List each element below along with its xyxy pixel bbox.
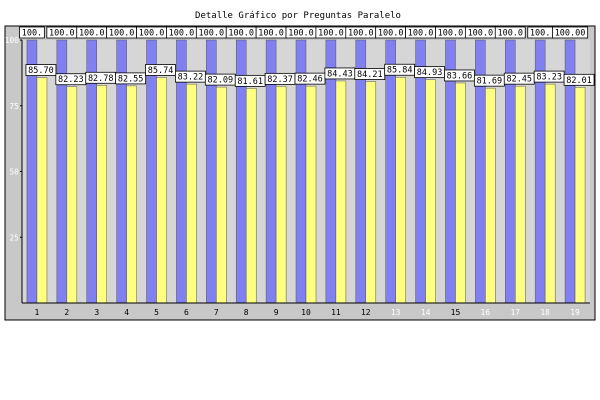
data-label: 81.69 [477,77,503,87]
data-label: 82.78 [88,74,114,84]
y-tick-label: 50 [9,168,19,177]
data-label: 100.0 [258,29,284,39]
x-tick-label: 13 [391,308,401,317]
data-label: 100.0 [49,29,75,39]
x-tick-label: 18 [540,308,550,317]
data-label: 100.0 [139,29,165,39]
data-label: 85.74 [148,66,174,76]
y-tick-label: 100 [5,36,20,45]
bar-series-2 [544,83,556,304]
x-tick-label: 14 [421,308,431,317]
data-label: 83.66 [447,71,473,81]
x-tick-label: 3 [94,308,99,317]
bar-series-1 [146,39,157,304]
bar-series-2 [305,85,317,304]
data-label: 100.0 [438,29,464,39]
x-tick-label: 11 [331,308,341,317]
data-label: 82.46 [297,75,323,85]
data-label: 100.00 [555,29,586,39]
bar-series-2 [245,88,257,304]
data-label: 82.23 [58,75,84,85]
bar-series-2 [574,87,586,304]
data-label: 85.84 [387,66,413,76]
data-label: 84.93 [417,68,443,78]
bar-series-2 [275,86,287,304]
x-tick-label: 5 [154,308,159,317]
bar-series-2 [66,86,78,304]
data-label: 81.61 [237,77,263,87]
data-label: 100.0 [199,29,225,39]
data-label: 82.09 [208,76,234,86]
bars-layer [26,39,586,304]
bar-series-2 [96,85,107,304]
data-label-box [19,26,45,39]
x-tick-label: 16 [481,308,491,317]
bar-series-2 [126,85,137,304]
bar-series-2 [395,76,406,304]
x-tick-label: 8 [244,308,249,317]
x-tick-label: 15 [451,308,461,317]
x-tick-label: 4 [124,308,129,317]
data-label: 84.21 [357,70,383,80]
data-label: 100.0 [169,29,195,39]
data-label: 100. [22,29,42,39]
data-labels-layer: 100. 85.70 100.0 82.23 100.0 82.78 100.0 82.55 1… [19,26,595,87]
x-tick-label: 12 [361,308,371,317]
bar-series-2 [455,82,466,304]
x-tick-label: 1 [35,308,40,317]
data-label: 100.0 [79,29,105,39]
bar-series-2 [216,86,227,304]
data-label-box [494,26,526,39]
x-tick-label: 17 [510,308,520,317]
data-label: 82.37 [267,75,293,85]
x-tick-label: 10 [301,308,311,317]
data-label: 83.23 [536,73,562,83]
bar-series-2 [425,79,436,304]
y-tick-label: 75 [9,102,19,111]
x-tick-label: 9 [274,308,279,317]
data-label: 82.45 [506,75,532,85]
x-tick-label: 6 [184,308,189,317]
bar-series-2 [156,77,167,304]
data-label: 100.0 [378,29,404,39]
data-label: 83.22 [178,73,204,83]
data-label: 100.0 [497,29,523,39]
data-label: 84.43 [327,69,353,79]
x-tick-label: 7 [214,308,219,317]
chart-title: Detalle Gráfico por Preguntas Paralelo [195,11,401,21]
data-label: 100.0 [318,29,344,39]
x-ticks-layer: 1 2 3 4 5 6 7 8 9 10 11 12 13 14 15 16 17 18 19 [35,308,581,317]
data-label: 100.0 [468,29,494,39]
data-label: 85.70 [28,66,54,76]
data-label: 100.0 [109,29,135,39]
bar-series-2 [515,85,526,304]
bar-series-1 [385,39,396,304]
y-ticks-layer: 25 50 75 100 [5,36,22,242]
data-label: 100.0 [228,29,254,39]
data-label: 100.0 [288,29,314,39]
x-tick-label: 19 [570,308,580,317]
bar-series-2 [36,77,48,304]
y-tick-label: 25 [9,233,19,242]
data-label: 82.55 [118,74,144,84]
data-label: 100. [530,29,550,39]
data-label-box [552,26,589,39]
data-label-box [115,72,147,85]
data-label-box [145,64,176,76]
x-tick-label: 2 [64,308,69,317]
bar-series-2 [365,81,377,304]
bar-series-2 [485,87,496,304]
bar-series-2 [335,80,347,304]
data-label: 100.0 [408,29,434,39]
bar-series-2 [186,83,197,304]
bar-series-1 [26,39,38,304]
bar-series-1 [415,39,426,304]
data-label-box [563,73,595,86]
data-label-box [25,64,57,77]
data-label: 100.0 [348,29,374,39]
data-label: 82.01 [566,76,592,86]
